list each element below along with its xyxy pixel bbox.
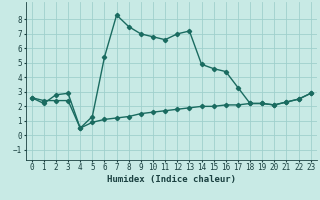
X-axis label: Humidex (Indice chaleur): Humidex (Indice chaleur) (107, 175, 236, 184)
